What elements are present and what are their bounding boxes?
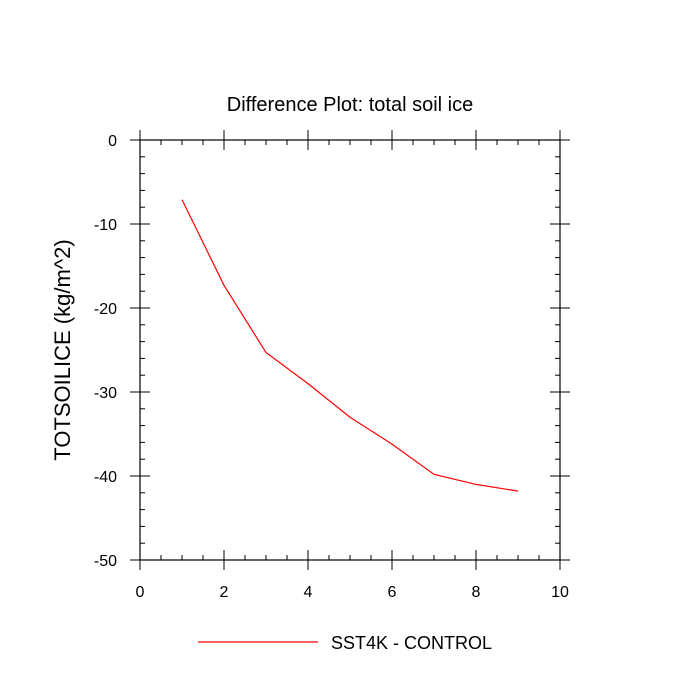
y-tick-label: -50 bbox=[94, 553, 117, 570]
plot-frame bbox=[139, 139, 561, 561]
chart-title: Difference Plot: total soil ice bbox=[227, 94, 473, 116]
x-tick-label: 2 bbox=[220, 584, 229, 601]
x-tick-labels: 0 2 4 6 8 10 bbox=[136, 584, 569, 601]
x-tick-label: 6 bbox=[388, 584, 397, 601]
legend-label: SST4K - CONTROL bbox=[331, 633, 492, 653]
legend: SST4K - CONTROL bbox=[198, 633, 492, 653]
y-tick-label: -10 bbox=[94, 217, 117, 234]
y-axis-label: TOTSOILICE (kg/m^2) bbox=[50, 239, 75, 460]
x-tick-label: 4 bbox=[304, 584, 313, 601]
y-tick-label: -40 bbox=[94, 469, 117, 486]
y-tick-label: 0 bbox=[108, 133, 117, 150]
y-tick-label: -20 bbox=[94, 301, 117, 318]
x-tick-label: 0 bbox=[136, 584, 145, 601]
y-tick-label: -30 bbox=[94, 385, 117, 402]
series-group bbox=[181, 199, 519, 492]
x-tick-label: 10 bbox=[551, 584, 569, 601]
y-tick-labels: 0 -10 -20 -30 -40 -50 bbox=[94, 133, 117, 570]
x-tick-label: 8 bbox=[472, 584, 481, 601]
series-line bbox=[181, 199, 519, 492]
axis-ticks bbox=[130, 130, 570, 570]
